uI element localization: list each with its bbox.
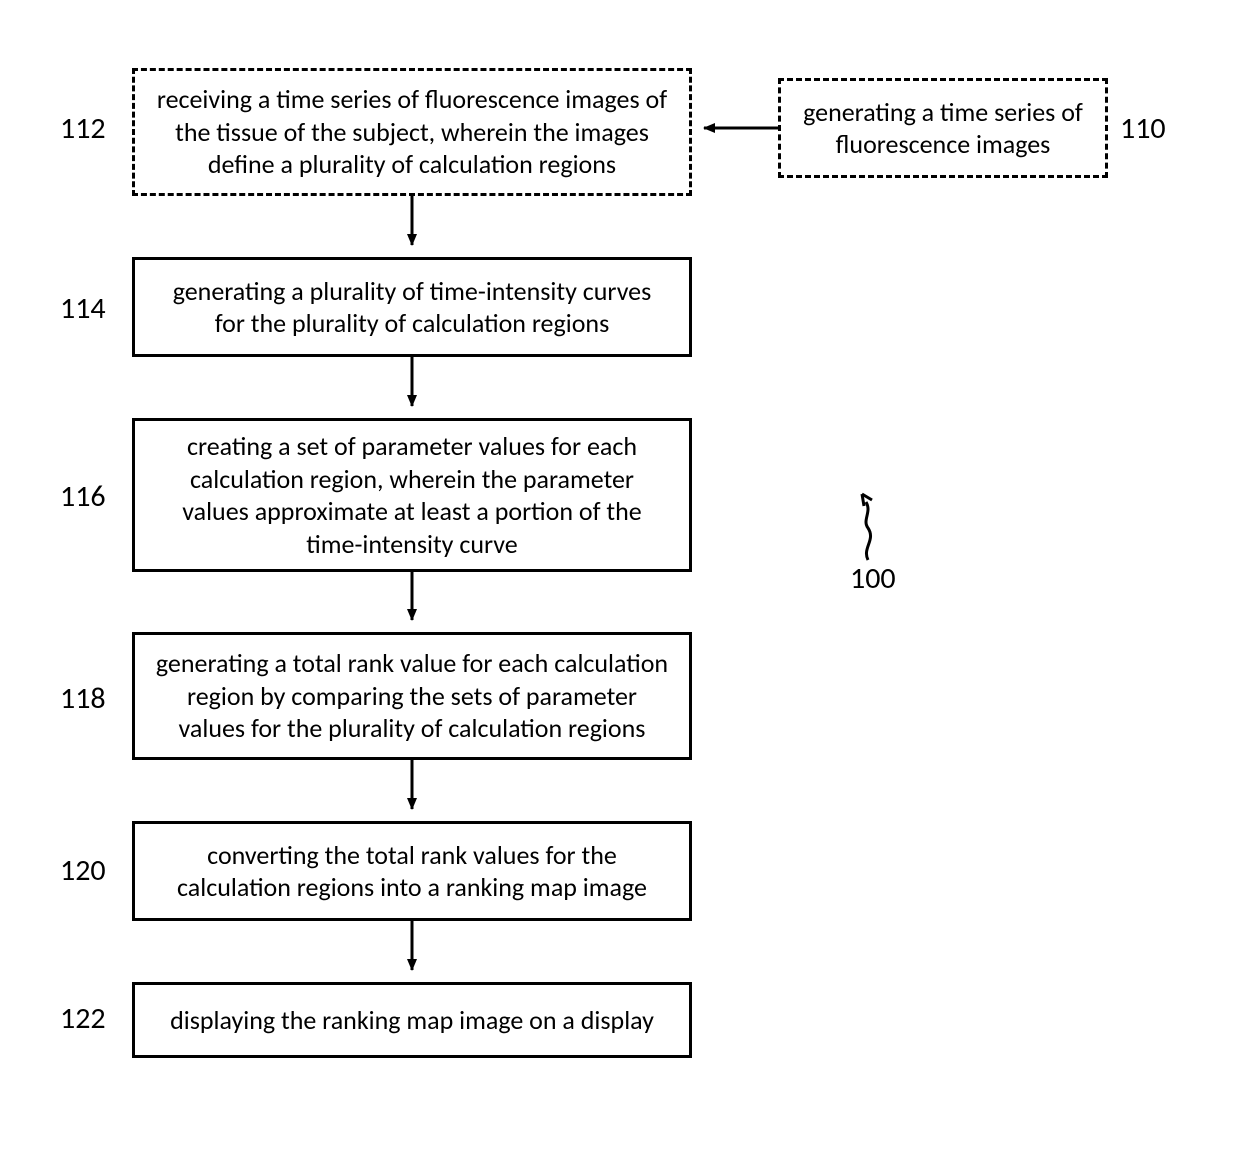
flowchart-canvas: receiving a time series of fluorescence … (0, 0, 1240, 1159)
step-110-text: generating a time series of fluorescence… (801, 96, 1085, 161)
reference-100-leader (866, 502, 871, 560)
label-114: 114 (60, 290, 106, 327)
step-118-text: generating a total rank value for each c… (155, 647, 669, 745)
label-110: 110 (1120, 110, 1166, 147)
step-114-text: generating a plurality of time-intensity… (155, 275, 669, 340)
step-110-box: generating a time series of fluorescence… (778, 78, 1108, 178)
label-120: 120 (60, 852, 106, 889)
step-120-box: converting the total rank values for the… (132, 821, 692, 921)
step-114-box: generating a plurality of time-intensity… (132, 257, 692, 357)
reference-100: 100 (850, 560, 896, 597)
step-116-text: creating a set of parameter values for e… (155, 430, 669, 560)
step-122-text: displaying the ranking map image on a di… (170, 1004, 654, 1037)
label-118: 118 (60, 680, 106, 717)
step-112-text: receiving a time series of fluorescence … (155, 83, 669, 181)
label-116: 116 (60, 478, 106, 515)
step-122-box: displaying the ranking map image on a di… (132, 982, 692, 1058)
label-122: 122 (60, 1000, 106, 1037)
step-112-box: receiving a time series of fluorescence … (132, 68, 692, 196)
step-116-box: creating a set of parameter values for e… (132, 418, 692, 572)
reference-100-arrow-tip (862, 494, 872, 506)
step-118-box: generating a total rank value for each c… (132, 632, 692, 760)
label-112: 112 (60, 110, 106, 147)
step-120-text: converting the total rank values for the… (155, 839, 669, 904)
